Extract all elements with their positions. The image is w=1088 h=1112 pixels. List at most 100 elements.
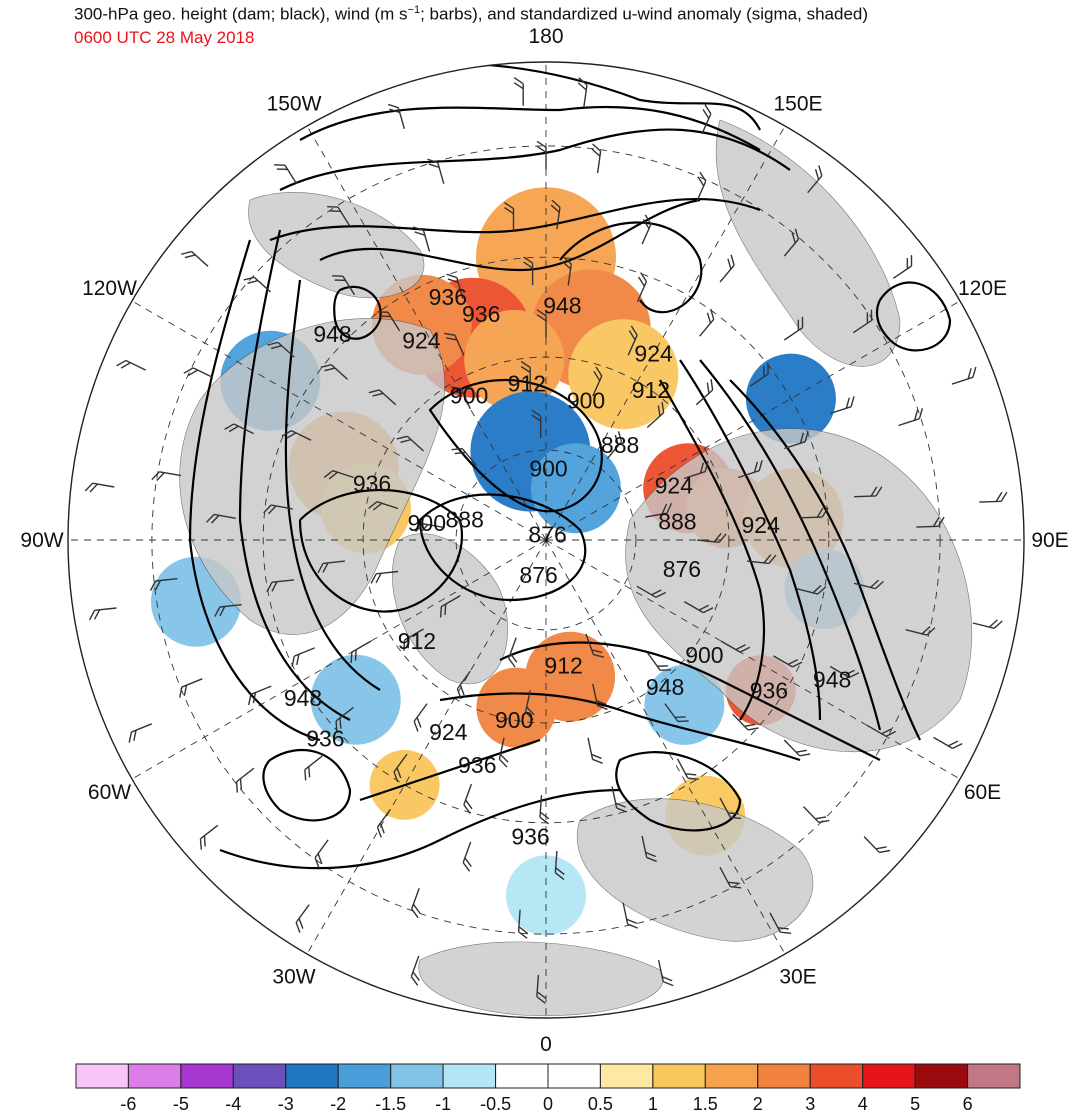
lon-label: 150W: [267, 93, 322, 116]
wind-barb: [536, 140, 547, 170]
colorbar-tick: 1: [648, 1094, 658, 1112]
height-label: 924: [429, 719, 468, 745]
contour-888-east: [679, 359, 822, 721]
wind-barb: [439, 594, 461, 618]
colorbar-bin: [757, 1063, 811, 1089]
wind-barb: [151, 471, 182, 481]
wind-barb: [829, 396, 855, 415]
wind-barb: [732, 713, 759, 731]
height-label: 912: [544, 652, 582, 678]
wind-barb: [611, 786, 627, 813]
colorbar-bin: [967, 1063, 1021, 1089]
wind-barb: [979, 491, 1008, 503]
height-label: 876: [519, 562, 557, 588]
wind-barb: [504, 202, 515, 231]
colorbar-bin: [652, 1063, 706, 1089]
height-label: 936: [750, 677, 788, 703]
wind-barb: [214, 604, 242, 617]
figure-title: 300-hPa geo. height (dam; black), wind (…: [74, 4, 869, 24]
wind-barb: [683, 600, 714, 614]
wind-barb: [531, 409, 542, 439]
wind-barb: [450, 386, 471, 410]
height-label: 900: [450, 382, 488, 408]
wind-barb: [523, 256, 534, 286]
wind-barb: [520, 360, 531, 390]
contour-888-pacific: [559, 221, 703, 314]
meridian-line: [545, 125, 786, 541]
wind-barb: [396, 435, 425, 452]
wind-barb: [332, 275, 356, 296]
wind-barb: [585, 633, 605, 658]
wind-barb: [854, 486, 883, 498]
wind-barb: [199, 824, 219, 850]
height-label: 948: [313, 321, 351, 347]
wind-barb: [749, 363, 769, 387]
wind-barb: [606, 431, 623, 459]
wind-barb: [554, 850, 565, 881]
contour-948-south: [615, 751, 742, 832]
title-superscript: −1: [407, 4, 421, 16]
lon-label: 90E: [1031, 529, 1068, 552]
height-label: 948: [284, 685, 322, 711]
wind-barb: [444, 332, 465, 356]
wind-barb: [719, 254, 735, 283]
colorbar-bin: [75, 1063, 129, 1089]
wind-barb: [295, 904, 310, 933]
wind-barb: [916, 516, 945, 528]
wind-barb: [415, 523, 445, 533]
colorbar-bin: [442, 1063, 497, 1089]
colorbar-bin: [495, 1063, 549, 1089]
meridian-line: [545, 300, 961, 541]
wind-barb: [783, 228, 800, 257]
contour-912-east: [699, 359, 882, 731]
height-label: 900: [529, 455, 567, 481]
wind-barb: [701, 104, 712, 135]
longitude-labels: 180 150E 120E 90E 60E 30E 0 30W 60W 90W 120W 150W: [20, 25, 1068, 1056]
colorbar-bin: [390, 1063, 444, 1089]
height-label: 924: [634, 341, 673, 367]
wind-barb: [235, 767, 255, 793]
contour-912-west: [284, 279, 381, 691]
height-label: 912: [632, 377, 670, 403]
meridian-line: [306, 539, 547, 955]
height-label: 888: [658, 509, 696, 535]
lon-label: 120E: [958, 277, 1007, 300]
wind-barb: [206, 513, 236, 524]
lon-label: 30E: [779, 966, 816, 989]
meridian-line: [131, 539, 547, 780]
wind-barb: [784, 431, 809, 450]
colorbar-bin: [862, 1063, 916, 1089]
title-block: 300-hPa geo. height (dam; black), wind (…: [74, 4, 868, 48]
colorbar-bin: [180, 1063, 234, 1089]
wind-barb: [719, 866, 742, 889]
contour-900-atlantic: [439, 692, 801, 762]
wind-barb: [451, 447, 477, 466]
height-label: 948: [813, 667, 851, 693]
wind-barb: [536, 974, 547, 1004]
height-label: 900: [567, 388, 605, 414]
height-label: 924: [402, 328, 441, 354]
height-label: 912: [398, 628, 436, 654]
wind-barb: [695, 379, 714, 406]
land-africa-north: [418, 941, 664, 1017]
height-label: 900: [495, 707, 533, 733]
wind-barb: [773, 655, 803, 668]
wind-barb: [463, 783, 473, 814]
height-label: 900: [408, 510, 446, 536]
wind-barb: [696, 171, 707, 202]
wind-barb: [933, 736, 963, 750]
colorbar-bin: [547, 1063, 601, 1089]
wind-barb: [892, 255, 913, 279]
wind-barb: [243, 276, 272, 293]
wind-barb: [149, 578, 178, 591]
colorbar-tick: -2: [330, 1094, 346, 1112]
colorbar-tick: -4: [225, 1094, 241, 1112]
wind-barb: [281, 430, 312, 441]
wind-barb: [377, 311, 401, 332]
wind-barb: [641, 835, 657, 863]
height-label: 936: [458, 752, 496, 778]
height-label: 936: [511, 823, 549, 849]
colorbar-bin: [127, 1063, 182, 1089]
wind-barb: [664, 703, 689, 723]
colorbar-bin: [914, 1063, 968, 1089]
